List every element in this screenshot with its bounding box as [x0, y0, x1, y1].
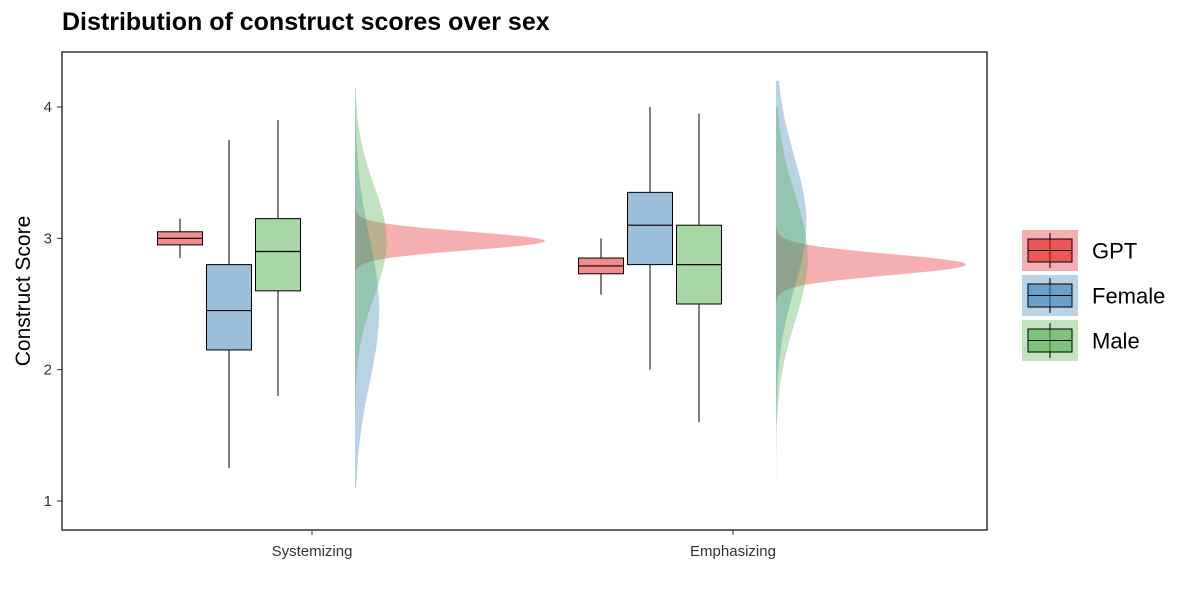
boxplot-female-emphasizing — [627, 107, 673, 370]
boxplot-gpt-emphasizing — [578, 238, 624, 295]
density-male-systemizing — [355, 87, 387, 423]
density-female-systemizing — [355, 87, 380, 488]
boxplot-layer — [157, 107, 722, 469]
boxplot-female-systemizing — [206, 139, 252, 469]
density-gpt-systemizing — [355, 192, 545, 291]
density-female-emphasizing — [776, 80, 807, 423]
legend-label: Female — [1092, 284, 1165, 309]
legend-item-female: Female — [1022, 275, 1165, 316]
y-tick-label: 2 — [44, 362, 52, 379]
density-male-emphasizing — [776, 107, 808, 482]
plot-panel-border — [61, 51, 988, 531]
legend-item-male: Male — [1022, 320, 1140, 361]
chart-title: Distribution of construct scores over se… — [62, 8, 550, 36]
x-tick-label: Systemizing — [272, 543, 353, 560]
box-iqr — [206, 264, 252, 351]
legend-label: Male — [1092, 329, 1140, 354]
axes-layer: 1 2 3 4 Systemizing Emphasizing — [44, 99, 776, 560]
density-layer — [355, 80, 966, 488]
boxplot-male-emphasizing — [676, 113, 722, 423]
legend: GPT Female Male — [1022, 230, 1165, 361]
y-tick-label: 1 — [44, 493, 52, 510]
y-tick-label: 3 — [44, 230, 52, 247]
legend-item-gpt: GPT — [1022, 230, 1137, 271]
box-iqr — [255, 218, 301, 292]
y-axis-title: Construct Score — [12, 216, 35, 367]
legend-label: GPT — [1092, 239, 1137, 264]
box-iqr — [627, 191, 673, 266]
x-tick-label: Emphasizing — [690, 543, 776, 560]
y-tick-label: 4 — [44, 99, 52, 116]
boxplot-gpt-systemizing — [157, 218, 203, 259]
boxplot-male-systemizing — [255, 120, 301, 396]
density-gpt-emphasizing — [776, 218, 966, 311]
